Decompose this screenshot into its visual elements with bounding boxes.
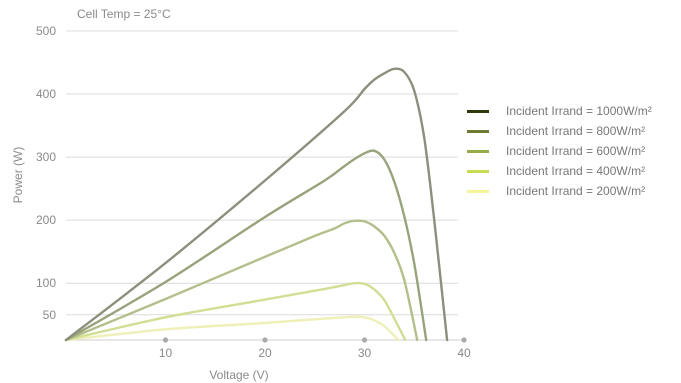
- y-tick-label: 100: [36, 276, 56, 290]
- legend-item: Incident Irrand = 200W/m²: [467, 181, 652, 201]
- series-line: [64, 315, 400, 342]
- legend-label: Incident Irrand = 1000W/m²: [506, 104, 652, 118]
- x-tick-marker: [361, 337, 368, 343]
- y-tick-label: 500: [36, 24, 56, 38]
- legend-label: Incident Irrand = 600W/m²: [506, 144, 646, 158]
- legend-item: Incident Irrand = 800W/m²: [467, 121, 652, 141]
- y-tick-label: 300: [36, 150, 56, 164]
- series-line: [64, 281, 407, 342]
- x-tick-label: 10: [159, 346, 173, 360]
- x-tick-marker: [162, 337, 169, 343]
- series-line: [64, 219, 419, 342]
- legend-swatch: [467, 189, 489, 193]
- legend-swatch: [467, 149, 489, 153]
- legend-swatch: [467, 109, 489, 113]
- x-tick-marker: [461, 337, 467, 343]
- grid-lines: [66, 30, 458, 316]
- x-axis-label: Voltage (V): [209, 368, 268, 382]
- y-axis-label: Power (W): [11, 147, 25, 204]
- legend-item: Incident Irrand = 600W/m²: [467, 141, 652, 161]
- legend-swatch: [467, 129, 489, 133]
- x-tick-marker: [262, 337, 268, 343]
- x-tick-label: 30: [358, 346, 372, 360]
- legend-item: Incident Irrand = 400W/m²: [467, 161, 652, 181]
- legend-label: Incident Irrand = 200W/m²: [506, 184, 646, 198]
- tick-labels: 50 100 200 300 400 500 10 20 30 40: [36, 24, 471, 360]
- axes: [66, 337, 467, 343]
- legend-label: Incident Irrand = 800W/m²: [506, 124, 646, 138]
- legend-item: Incident Irrand = 1000W/m²: [467, 101, 652, 121]
- legend-swatch: [467, 169, 489, 173]
- series-lines: [64, 67, 449, 342]
- x-tick-label: 20: [258, 346, 272, 360]
- legend-label: Incident Irrand = 400W/m²: [506, 164, 646, 178]
- series-line: [64, 67, 449, 342]
- y-tick-label: 400: [36, 87, 56, 101]
- cell-temp-annotation: Cell Temp = 25°C: [77, 7, 171, 21]
- y-tick-label: 50: [43, 308, 57, 322]
- x-tick-label: 40: [457, 346, 471, 360]
- legend: Incident Irrand = 1000W/m² Incident Irran…: [467, 101, 652, 201]
- series-line: [64, 149, 428, 342]
- y-tick-label: 200: [36, 213, 56, 227]
